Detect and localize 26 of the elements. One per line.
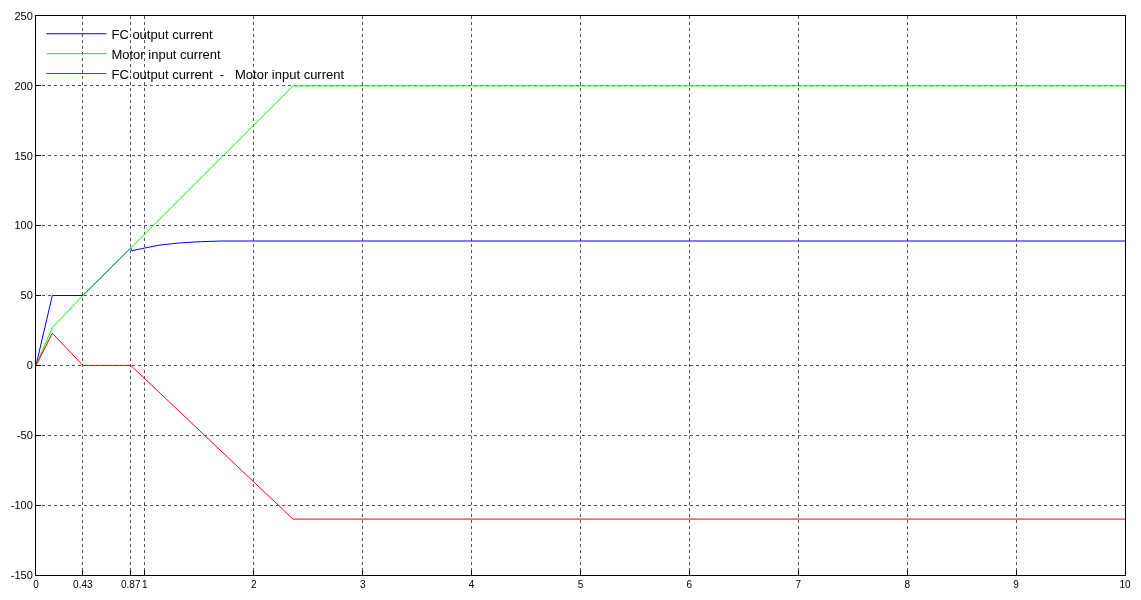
y-tick-label: 0 — [26, 359, 33, 372]
y-tick-label: 100 — [14, 219, 33, 232]
x-tick-label: 4 — [468, 579, 475, 590]
x-tick-label: 2 — [251, 579, 258, 590]
x-tick-label: 10 — [1119, 579, 1131, 590]
x-tick-label: 0 — [33, 579, 40, 590]
x-tick-label: 6 — [686, 579, 693, 590]
y-tick-label: 50 — [20, 289, 33, 302]
line-series — [36, 240, 1125, 366]
y-tick-label: -50 — [16, 429, 33, 442]
legend-label: FC output current — [111, 26, 213, 42]
legend-label: FC output current - Motor input current — [111, 66, 345, 82]
x-tick-label: 3 — [359, 579, 366, 590]
y-tick-label: -100 — [10, 498, 33, 511]
x-tick-label: 8 — [904, 579, 911, 590]
x-tick-label: 1 — [142, 579, 149, 590]
x-tick-label: 0.43 — [73, 579, 93, 590]
x-tick-label: 9 — [1013, 579, 1020, 590]
x-tick-label: 7 — [795, 579, 802, 590]
y-tick-label: -150 — [10, 568, 33, 581]
legend-label: Motor input current — [111, 46, 221, 62]
x-tick-label: 5 — [577, 579, 584, 590]
y-tick-label: 150 — [14, 149, 33, 162]
x-tick-label: 0.87 — [121, 579, 141, 590]
y-tick-label: 200 — [14, 79, 33, 92]
y-tick-label: 250 — [14, 9, 33, 22]
